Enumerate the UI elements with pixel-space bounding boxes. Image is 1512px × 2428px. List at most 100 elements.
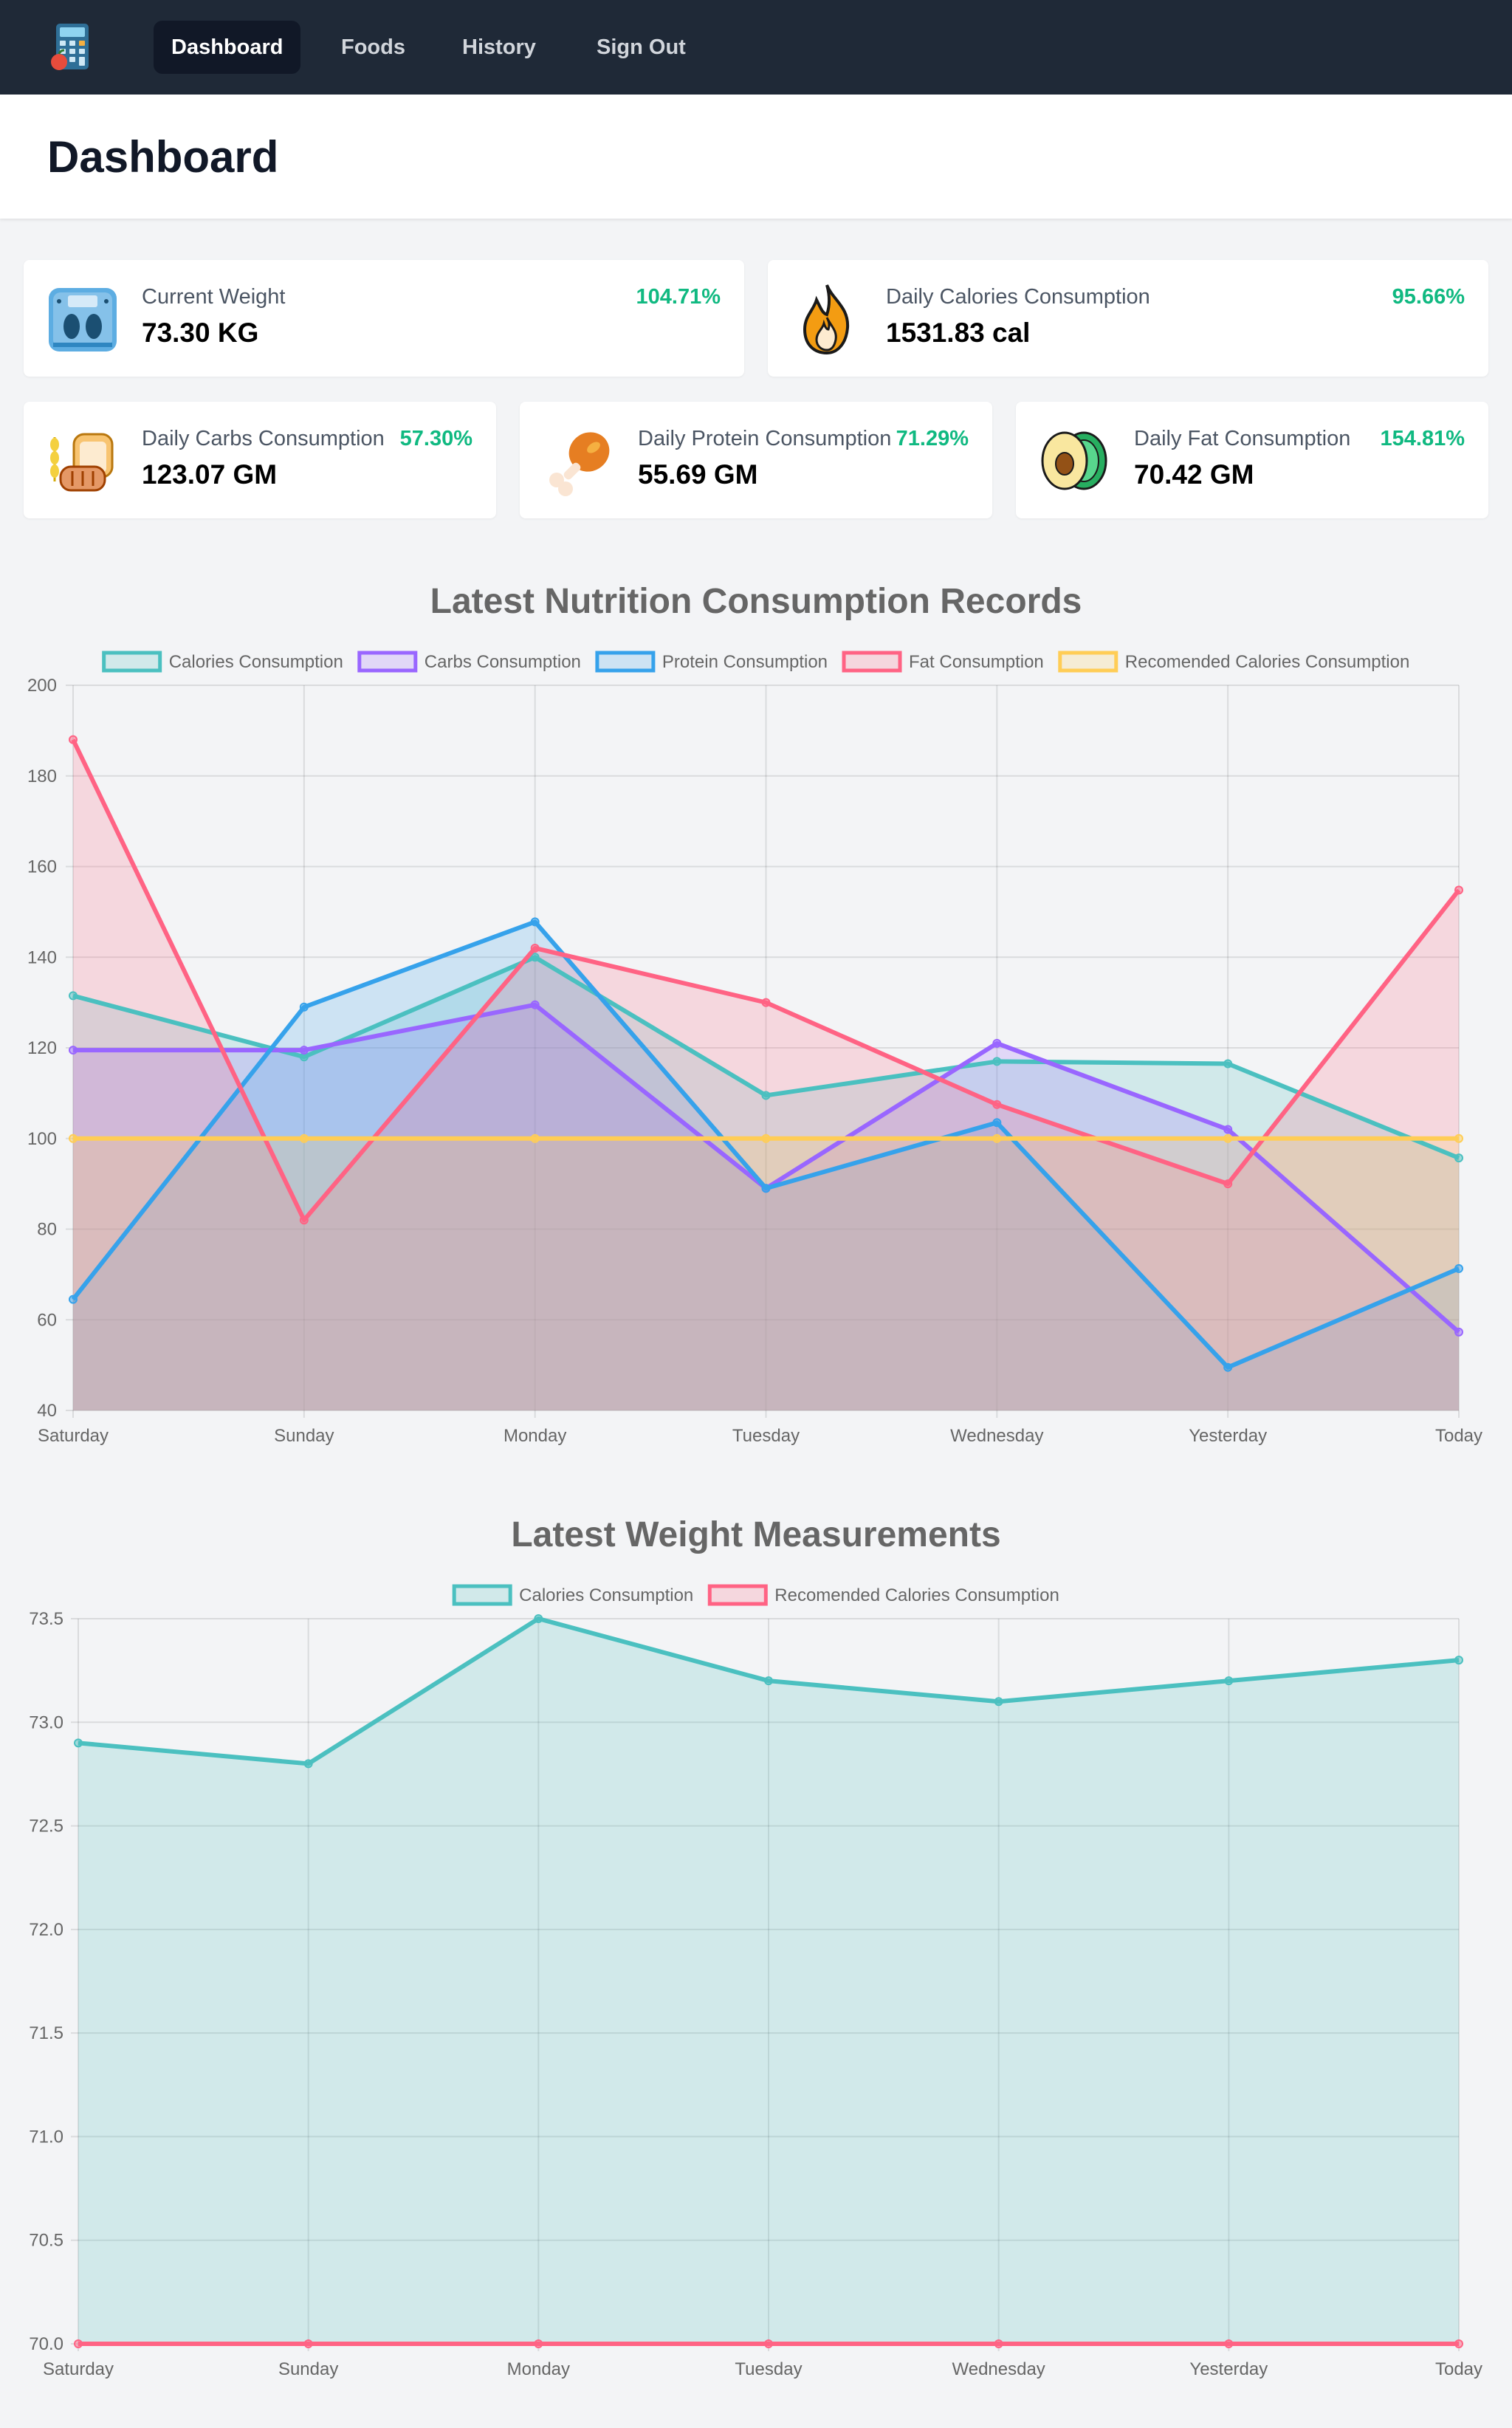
data-point[interactable] <box>994 1697 1003 1707</box>
nav-dashboard-link[interactable]: Dashboard <box>154 21 301 74</box>
data-point[interactable] <box>69 1134 78 1143</box>
nutrition-chart: Latest Nutrition Consumption Records Calo… <box>0 561 1512 1462</box>
y-tick-label: 70.0 <box>29 2334 63 2354</box>
y-tick-label: 100 <box>27 1129 57 1149</box>
data-point[interactable] <box>761 1091 771 1100</box>
data-point[interactable] <box>992 1100 1002 1109</box>
data-point[interactable] <box>1223 1179 1233 1189</box>
x-tick-label: Wednesday <box>952 2359 1045 2379</box>
data-point[interactable] <box>1454 885 1463 895</box>
data-point[interactable] <box>761 998 771 1007</box>
y-tick-label: 180 <box>27 767 57 786</box>
data-point[interactable] <box>530 953 540 962</box>
data-point[interactable] <box>1454 2339 1463 2348</box>
legend-item[interactable]: Fat Consumption <box>842 651 1044 673</box>
data-point[interactable] <box>1454 1263 1463 1273</box>
nav-history-link[interactable]: History <box>462 35 536 59</box>
x-tick-label: Saturday <box>43 2359 114 2379</box>
data-point[interactable] <box>1223 1362 1233 1372</box>
data-point[interactable] <box>534 2339 543 2348</box>
x-tick-label: Today <box>1435 1426 1482 1446</box>
y-tick-label: 73.5 <box>29 1609 63 1629</box>
data-point[interactable] <box>992 1038 1002 1048</box>
legend-item[interactable]: Calories Consumption <box>102 651 343 673</box>
data-point[interactable] <box>530 1000 540 1009</box>
legend-label: Recomended Calories Consumption <box>774 1585 1059 1605</box>
stat-label: Daily Carbs Consumption <box>142 427 385 450</box>
nav-sign-out-link[interactable]: Sign Out <box>597 35 686 59</box>
data-point[interactable] <box>530 917 540 927</box>
chart-title: Latest Nutrition Consumption Records <box>430 582 1082 621</box>
y-tick-label: 200 <box>27 676 57 696</box>
data-point[interactable] <box>1454 1327 1463 1337</box>
stat-label: Daily Fat Consumption <box>1134 427 1351 450</box>
y-tick-label: 71.0 <box>29 2127 63 2147</box>
series-area <box>78 1619 1459 2344</box>
data-point[interactable] <box>299 1046 309 1055</box>
nutrition-chart-canvas: Latest Nutrition Consumption Records Calo… <box>27 582 1482 1446</box>
legend-swatch <box>707 1584 768 1606</box>
y-tick-label: 72.0 <box>29 1920 63 1940</box>
data-point[interactable] <box>1223 1134 1233 1143</box>
data-point[interactable] <box>299 1215 309 1225</box>
x-tick-label: Tuesday <box>732 1426 800 1446</box>
page-title: Dashboard <box>47 132 279 182</box>
chicken-leg-icon <box>549 432 610 496</box>
legend-item[interactable]: Recomended Calories Consumption <box>707 1584 1059 1606</box>
legend-swatch <box>1058 651 1118 673</box>
data-point[interactable] <box>1454 1153 1463 1163</box>
stat-value: 1531.83 cal <box>886 318 1031 348</box>
data-point[interactable] <box>74 2339 83 2348</box>
legend-label: Calories Consumption <box>519 1585 693 1605</box>
x-tick-label: Monday <box>507 2359 570 2379</box>
data-point[interactable] <box>69 735 78 744</box>
stat-label: Current Weight <box>142 285 286 309</box>
chart-title: Latest Weight Measurements <box>511 1515 1000 1554</box>
y-tick-label: 160 <box>27 857 57 877</box>
legend-swatch <box>842 651 902 673</box>
y-tick-label: 73.0 <box>29 1712 63 1732</box>
data-point[interactable] <box>1223 1125 1233 1134</box>
data-point[interactable] <box>992 1134 1002 1143</box>
stat-value: 70.42 GM <box>1134 459 1254 490</box>
data-point[interactable] <box>1454 1656 1463 1665</box>
nav-foods-link[interactable]: Foods <box>341 35 405 59</box>
calculator-apple-icon[interactable] <box>46 21 99 74</box>
data-point[interactable] <box>530 943 540 953</box>
legend-swatch <box>357 651 418 673</box>
data-point[interactable] <box>992 1057 1002 1066</box>
data-point[interactable] <box>992 1118 1002 1128</box>
legend-item[interactable]: Protein Consumption <box>595 651 828 673</box>
data-point[interactable] <box>994 2339 1003 2348</box>
y-tick-label: 140 <box>27 947 57 967</box>
scale-icon <box>49 288 117 351</box>
data-point[interactable] <box>74 1738 83 1748</box>
stat-card-weight: Current Weight 73.30 KG 104.71% <box>24 260 744 377</box>
data-point[interactable] <box>69 1046 78 1055</box>
data-point[interactable] <box>69 991 78 1001</box>
legend-item[interactable]: Calories Consumption <box>452 1584 693 1606</box>
weight-chart-canvas: Latest Weight Measurements Calories Consu… <box>29 1515 1482 2379</box>
data-point[interactable] <box>299 1002 309 1012</box>
data-point[interactable] <box>534 1614 543 1623</box>
data-point[interactable] <box>299 1134 309 1143</box>
stat-label: Daily Calories Consumption <box>886 285 1150 309</box>
legend-swatch <box>595 651 656 673</box>
legend-item[interactable]: Carbs Consumption <box>357 651 581 673</box>
data-point[interactable] <box>1224 1676 1234 1686</box>
data-point[interactable] <box>303 2339 313 2348</box>
data-point[interactable] <box>303 1759 313 1769</box>
data-point[interactable] <box>761 1134 771 1143</box>
data-point[interactable] <box>1454 1134 1463 1143</box>
legend-label: Protein Consumption <box>662 652 828 672</box>
data-point[interactable] <box>764 1676 773 1686</box>
data-point[interactable] <box>530 1134 540 1143</box>
data-point[interactable] <box>764 2339 773 2348</box>
x-tick-label: Yesterday <box>1189 1426 1267 1446</box>
legend-item[interactable]: Recomended Calories Consumption <box>1058 651 1410 673</box>
data-point[interactable] <box>1224 2339 1234 2348</box>
series-area <box>73 922 1459 1410</box>
data-point[interactable] <box>1223 1059 1233 1069</box>
data-point[interactable] <box>69 1294 78 1304</box>
data-point[interactable] <box>761 1184 771 1193</box>
